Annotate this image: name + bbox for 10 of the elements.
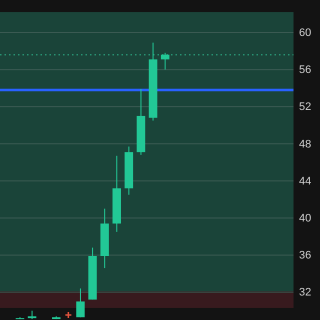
candlestick (160, 52, 170, 70)
y-tick-label: 44 (299, 175, 312, 188)
y-tick-label: 60 (299, 26, 312, 39)
candlestick (76, 288, 85, 318)
y-tick-label: 48 (299, 138, 312, 150)
y-tick-label: 56 (299, 64, 312, 76)
y-tick-label: 32 (299, 286, 312, 299)
y-tick-label: 36 (299, 250, 312, 262)
y-tick-label: 52 (299, 101, 312, 114)
y-tick-label: 40 (299, 212, 312, 224)
